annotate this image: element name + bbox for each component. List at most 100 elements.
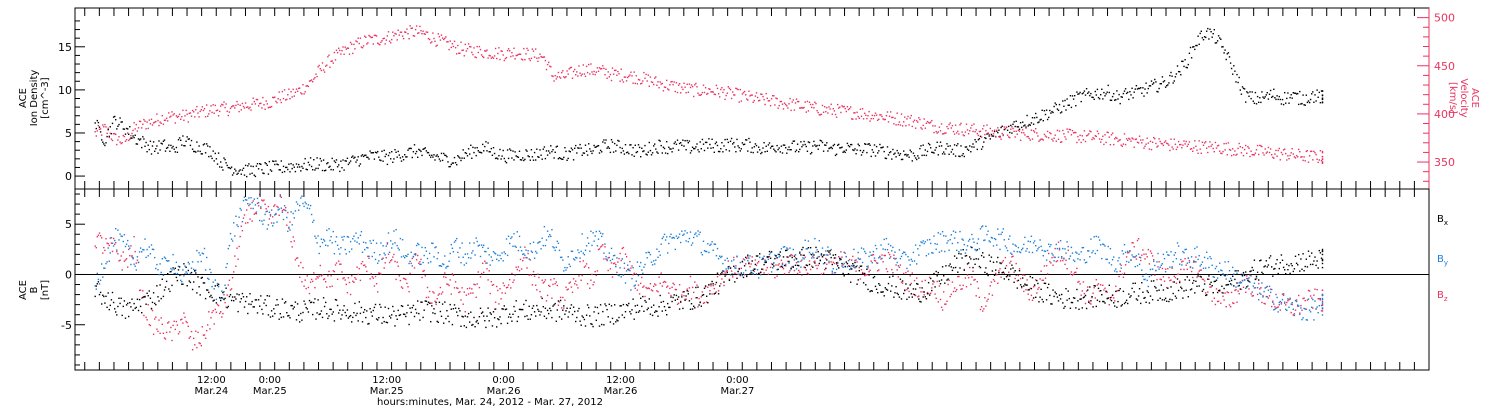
by-point [958,251,959,252]
bz-point [1075,272,1076,273]
density-point [847,143,848,144]
bx-point [347,309,348,310]
by-point [1129,250,1130,251]
density-point [428,152,429,153]
bz-point [1165,269,1166,270]
by-point [826,254,827,255]
by-point [1149,276,1150,277]
velocity-point [831,104,832,105]
by-point [324,240,325,241]
bz-point [360,280,361,281]
velocity-point [912,126,913,127]
bz-point [172,325,173,326]
bz-point [1228,292,1229,293]
density-point [1268,98,1269,99]
bz-point [744,274,745,275]
bz-point [115,242,116,243]
bx-point [119,303,120,304]
velocity-point [1197,153,1198,154]
density-point [531,149,532,150]
bz-point [293,236,294,237]
bz-point [452,273,453,274]
by-point [1282,299,1283,300]
by-point [1217,277,1218,278]
bz-point [307,275,308,276]
bx-point [387,322,388,323]
by-point [387,243,388,244]
bx-point [404,314,405,315]
density-point [943,151,944,152]
velocity-point [297,91,298,92]
by-point [701,252,702,253]
velocity-point [131,133,132,134]
by-point [1112,259,1113,260]
velocity-point [973,123,974,124]
by-point [182,269,183,270]
velocity-point [1226,143,1227,144]
density-point [1150,85,1151,86]
by-point [1155,270,1156,271]
bx-point [468,313,469,314]
velocity-point [351,44,352,45]
by-point [727,258,728,259]
by-point [908,259,909,260]
bz-point [414,267,415,268]
velocity-point [227,111,228,112]
by-point [206,257,207,258]
density-point [243,168,244,169]
bz-point [619,253,620,254]
velocity-point [1112,133,1113,134]
density-point [460,160,461,161]
velocity-point [224,107,225,108]
bx-point [229,296,230,297]
by-point [846,256,847,257]
by-point [124,234,125,235]
by-point [1191,256,1192,257]
velocity-point [774,104,775,105]
bx-point [412,307,413,308]
by-point [1135,266,1136,267]
velocity-point [501,51,502,52]
by-point [652,264,653,265]
velocity-point [532,48,533,49]
velocity-point [914,120,915,121]
velocity-point [448,49,449,50]
velocity-point [931,120,932,121]
velocity-point [122,142,123,143]
bz-point [1113,297,1114,298]
density-point [224,159,225,160]
velocity-point [953,131,954,132]
density-point [994,131,995,132]
bz-point [955,291,956,292]
bz-point [910,275,911,276]
bx-point [486,316,487,317]
density-point [535,159,536,160]
density-point [1157,91,1158,92]
bx-point [306,307,307,308]
bx-point [137,299,138,300]
velocity-point [409,25,410,26]
velocity-point [520,54,521,55]
velocity-point [498,47,499,48]
density-point [294,167,295,168]
velocity-point [483,57,484,58]
velocity-point [718,93,719,94]
bx-point [460,326,461,327]
density-point [618,141,619,142]
density-point [227,165,228,166]
bz-point [251,220,252,221]
density-point [872,149,873,150]
by-point [378,260,379,261]
density-point [112,123,113,124]
velocity-point [373,43,374,44]
bx-point [271,310,272,311]
velocity-point [1047,131,1048,132]
by-point [918,254,919,255]
bz-point [1235,289,1236,290]
density-point [1320,102,1321,103]
density-point [231,167,232,168]
by-point [394,242,395,243]
velocity-point [899,121,900,122]
bx-point [178,269,179,270]
by-point [251,202,252,203]
